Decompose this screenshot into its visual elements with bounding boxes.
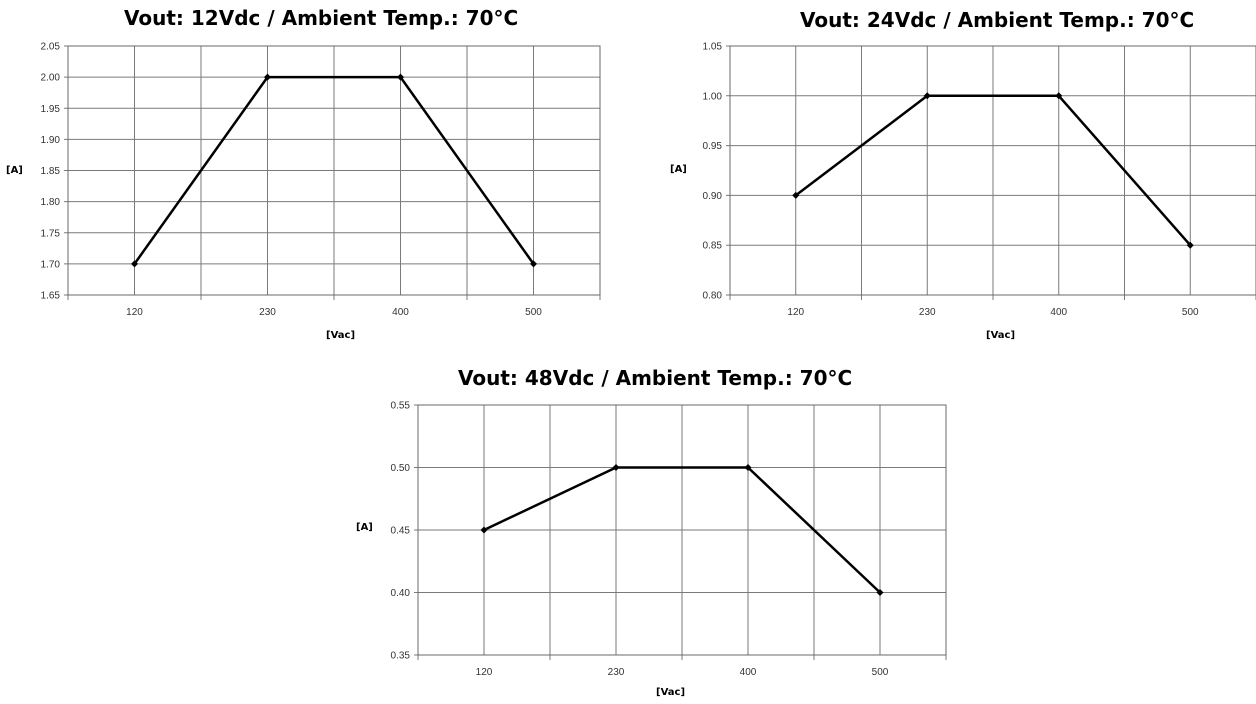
data-point xyxy=(530,260,537,268)
x-axis-label: [Vac] xyxy=(326,330,356,341)
chart-48vdc: Vout: 48Vdc / Ambient Temp.: 70°C [A] [V… xyxy=(330,360,970,704)
plot-area: 0.80 0.85 0.90 0.95 1.00 1.05 120 230 400 500 xyxy=(703,42,1256,318)
y-tick-label: 0.40 xyxy=(391,588,411,599)
x-axis-label: [Vac] xyxy=(656,687,686,698)
y-axis-label: [A] xyxy=(356,522,373,533)
data-point xyxy=(264,73,271,81)
y-tick-label: 0.45 xyxy=(391,526,411,537)
data-point xyxy=(1055,92,1063,100)
x-tick-label: 120 xyxy=(126,307,143,318)
series-line xyxy=(483,466,881,594)
data-point xyxy=(480,526,488,534)
x-tick-label: 500 xyxy=(1182,307,1199,318)
data-point xyxy=(876,589,884,596)
y-tick-label: 0.85 xyxy=(703,241,723,252)
x-tick-label: 400 xyxy=(1050,307,1067,318)
data-point xyxy=(612,464,620,471)
chart-title: Vout: 24Vdc / Ambient Temp.: 70°C xyxy=(800,8,1195,32)
series-line xyxy=(794,94,1192,247)
y-tick-label: 0.55 xyxy=(391,401,411,412)
x-tick-label: 120 xyxy=(476,667,493,678)
plot-border xyxy=(417,404,947,656)
y-tick-label: 0.80 xyxy=(703,291,723,302)
x-tick-label: 230 xyxy=(608,667,625,678)
data-point xyxy=(1186,241,1194,249)
x-tick-label: 400 xyxy=(392,307,409,318)
data-point xyxy=(131,260,138,268)
plot-border xyxy=(729,45,1256,296)
y-tick-label: 0.35 xyxy=(391,651,411,662)
chart-12vdc: Vout: 12Vdc / Ambient Temp.: 70°C [A] [V… xyxy=(0,0,620,350)
plot-area: 1.65 1.70 1.75 1.80 1.85 1.90 1.95 2.00 2.05 120 2… xyxy=(41,42,601,318)
plot-border xyxy=(67,45,601,296)
x-tick-label: 500 xyxy=(872,667,889,678)
y-tick-label: 2.00 xyxy=(41,73,61,84)
chart-title: Vout: 12Vdc / Ambient Temp.: 70°C xyxy=(124,6,519,30)
plot-area: 0.35 0.40 0.45 0.50 0.55 120 230 400 500 xyxy=(391,401,947,678)
y-tick-label: 1.70 xyxy=(41,259,61,270)
y-tick-label: 1.85 xyxy=(41,166,61,177)
data-point xyxy=(397,73,404,81)
y-axis-label: [A] xyxy=(6,165,23,176)
y-tick-label: 1.90 xyxy=(41,135,61,146)
y-tick-label: 1.95 xyxy=(41,104,61,115)
x-tick-label: 230 xyxy=(259,307,276,318)
y-tick-label: 1.05 xyxy=(703,42,723,53)
y-axis-label: [A] xyxy=(670,164,687,175)
y-tick-label: 1.80 xyxy=(41,197,61,208)
x-tick-label: 500 xyxy=(525,307,542,318)
x-tick-label: 400 xyxy=(740,667,757,678)
x-tick-label: 120 xyxy=(787,307,804,318)
y-tick-label: 2.05 xyxy=(41,42,61,53)
y-tick-label: 1.75 xyxy=(41,228,61,239)
data-point xyxy=(923,92,931,100)
x-tick-label: 230 xyxy=(919,307,936,318)
y-tick-label: 1.65 xyxy=(41,291,61,302)
chart-title: Vout: 48Vdc / Ambient Temp.: 70°C xyxy=(458,366,853,390)
y-tick-label: 0.90 xyxy=(703,191,723,202)
y-tick-label: 1.00 xyxy=(703,91,723,102)
series-line xyxy=(133,75,535,265)
y-tick-label: 0.50 xyxy=(391,463,411,474)
x-axis-label: [Vac] xyxy=(986,330,1016,341)
data-point xyxy=(792,191,800,199)
chart-24vdc: Vout: 24Vdc / Ambient Temp.: 70°C [A] [V… xyxy=(636,0,1256,350)
y-tick-label: 0.95 xyxy=(703,141,723,152)
data-point xyxy=(744,464,752,471)
